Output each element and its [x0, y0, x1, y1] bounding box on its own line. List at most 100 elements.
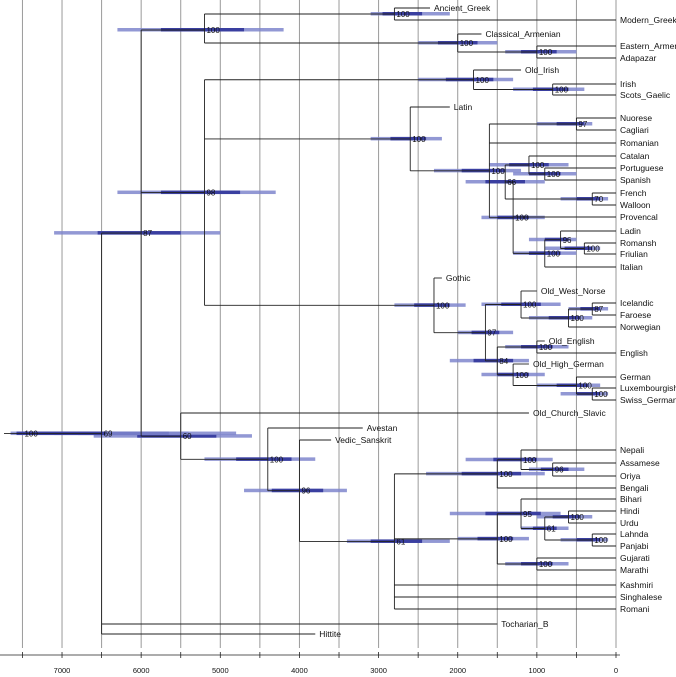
support-value: 100: [24, 430, 38, 439]
node-age-intervals: [10, 12, 609, 566]
support-value: 61: [396, 537, 405, 546]
taxon-label: Vedic_Sanskrit: [335, 435, 392, 445]
support-values: 1001001001001001009710010070661009610010…: [24, 10, 608, 569]
taxon-label: Irish: [620, 79, 636, 89]
taxon-label: Kashmiri: [620, 580, 653, 590]
support-value: 100: [499, 535, 513, 544]
taxon-label: Oriya: [620, 471, 641, 481]
support-value: 100: [499, 470, 513, 479]
taxon-label: Assamese: [620, 458, 660, 468]
support-value: 100: [594, 390, 608, 399]
taxon-label: Old_Irish: [525, 65, 559, 75]
taxon-label: Latin: [454, 102, 473, 112]
taxon-label: Lahnda: [620, 529, 649, 539]
support-value: 100: [515, 371, 529, 380]
support-value: 100: [539, 48, 553, 57]
support-value: 100: [586, 245, 600, 254]
taxon-label: French: [620, 188, 647, 198]
taxon-labels: Ancient_Greek Modern_Greek Classical_Armen…: [319, 3, 676, 639]
axis-tick-label: 2000: [449, 666, 466, 675]
taxon-label: Hindi: [620, 506, 639, 516]
grid-lines: [21, 0, 617, 648]
support-value: 100: [594, 536, 608, 545]
taxon-label: German: [620, 372, 651, 382]
support-value: 69: [104, 430, 113, 439]
age-interval-core: [540, 467, 569, 471]
taxon-label: Romani: [620, 604, 649, 614]
taxon-label: Ladin: [620, 226, 641, 236]
taxon-label: Spanish: [620, 175, 651, 185]
support-value: 100: [270, 455, 284, 464]
support-value: 98: [206, 189, 215, 198]
taxon-label: Romanian: [620, 138, 659, 148]
taxon-label: Faroese: [620, 310, 651, 320]
support-value: 60: [183, 432, 192, 441]
taxon-label: Walloon: [620, 200, 651, 210]
support-value: 96: [555, 466, 564, 475]
taxon-label: Bengali: [620, 483, 648, 493]
taxon-label: Swiss_German: [620, 395, 676, 405]
taxon-label: Scots_Gaelic: [620, 90, 671, 100]
age-interval-core: [382, 12, 423, 16]
taxon-label: Classical_Armenian: [485, 29, 560, 39]
support-value: 100: [523, 301, 537, 310]
taxon-label: Adapazar: [620, 53, 657, 63]
age-interval-core: [521, 50, 557, 54]
support-value: 100: [460, 39, 474, 48]
taxon-label: Bihari: [620, 494, 642, 504]
axis-tick-label: 1000: [529, 666, 546, 675]
taxon-label: Luxembourgish: [620, 383, 676, 393]
taxon-label: Old_Church_Slavic: [533, 408, 607, 418]
support-value: 100: [412, 135, 426, 144]
axis-tick-label: 6000: [133, 666, 150, 675]
taxon-label: Friulian: [620, 249, 648, 259]
support-value: 100: [436, 301, 450, 310]
support-value: 70: [594, 195, 603, 204]
support-value: 100: [539, 343, 553, 352]
support-value: 100: [491, 167, 505, 176]
support-value: 100: [571, 513, 585, 522]
support-value: 100: [531, 161, 545, 170]
taxon-label: Gothic: [446, 273, 471, 283]
taxon-label: Cagliari: [620, 125, 649, 135]
taxon-label: Nepali: [620, 445, 644, 455]
support-value: 100: [396, 10, 410, 19]
taxon-label: Old_West_Norse: [541, 286, 606, 296]
taxon-label: English: [620, 348, 648, 358]
time-axis: 7000 6000 5000 4000 3000 2000 1000 0: [0, 652, 620, 675]
taxon-label: Old_English: [549, 336, 595, 346]
taxon-label: Hittite: [319, 629, 341, 639]
support-value: 87: [594, 305, 603, 314]
support-value: 96: [301, 487, 310, 496]
support-value: 100: [515, 214, 529, 223]
support-value: 100: [578, 382, 592, 391]
support-value: 100: [547, 249, 561, 258]
taxon-label: Modern_Greek: [620, 15, 676, 25]
support-value: 100: [523, 456, 537, 465]
support-value: 66: [507, 178, 516, 187]
support-value: 100: [547, 170, 561, 179]
axis-tick-label: 4000: [291, 666, 308, 675]
taxon-label: Marathi: [620, 565, 648, 575]
age-interval-core: [370, 539, 423, 543]
taxon-label: Nuorese: [620, 113, 652, 123]
taxon-label: Panjabi: [620, 541, 648, 551]
taxon-label: Eastern_Armenian: [620, 41, 676, 51]
support-value: 100: [539, 560, 553, 569]
taxon-label: Icelandic: [620, 298, 654, 308]
taxon-label: Tocharian_B: [501, 619, 549, 629]
axis-tick-label: 7000: [54, 666, 71, 675]
support-value: 97: [487, 329, 496, 338]
taxon-label: Provencal: [620, 212, 658, 222]
support-value: 84: [499, 357, 508, 366]
support-value: 96: [563, 236, 572, 245]
axis-tick-label: 5000: [212, 666, 229, 675]
support-value: 100: [476, 76, 490, 85]
taxon-label: Ancient_Greek: [434, 3, 491, 13]
taxon-label: Singhalese: [620, 592, 662, 602]
axis-tick-label: 3000: [370, 666, 387, 675]
axis-tick-label: 0: [614, 666, 618, 675]
support-value: 97: [578, 120, 587, 129]
taxon-label: Portuguese: [620, 163, 664, 173]
